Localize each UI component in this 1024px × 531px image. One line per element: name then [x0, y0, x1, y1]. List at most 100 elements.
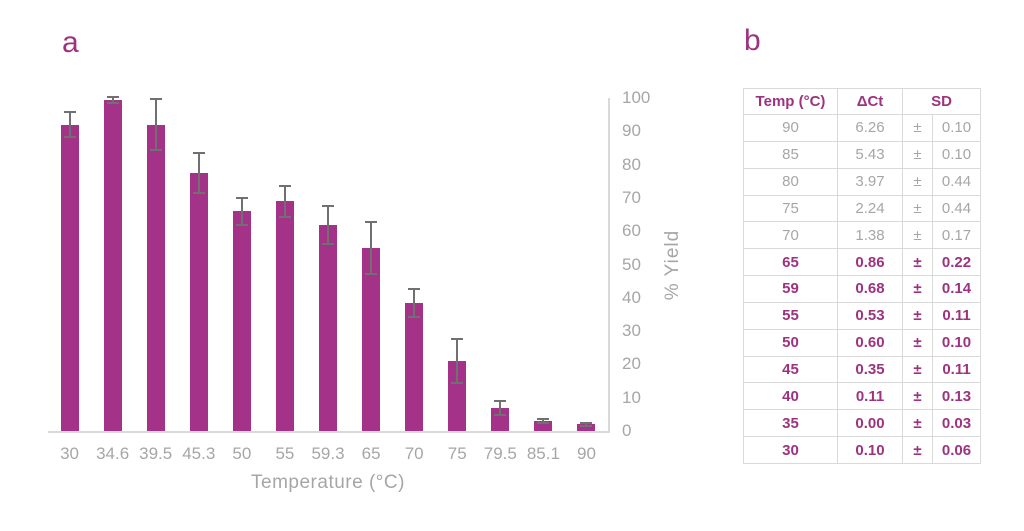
error-bar-39.5 [149, 98, 162, 152]
error-bar-cap-bot [451, 382, 464, 385]
error-bar-65 [365, 221, 378, 275]
error-bar-cap-bot [106, 101, 119, 104]
error-bar-55 [278, 184, 291, 218]
bar-slot-45.3 [177, 98, 220, 431]
temp-cell: 85 [743, 140, 838, 169]
y-axis-title-wrap: % Yield [660, 98, 686, 431]
x-tick-70: 70 [404, 444, 424, 463]
table-row-35: 35 0.00 ±0.03 [743, 409, 981, 438]
dct-cell: 0.53 [837, 301, 903, 330]
error-bar-stem [197, 151, 200, 194]
error-bar-stem [283, 184, 286, 218]
error-bar-cap-bot [192, 191, 205, 194]
error-bar-cap-bot [322, 242, 334, 245]
table-row-90: 90 6.26 ±0.10 [743, 114, 981, 142]
temp-cell: 75 [743, 194, 838, 223]
table-row-30: 30 0.10 ±0.06 [743, 436, 981, 464]
error-bar-stem [542, 417, 545, 425]
dct-cell: 0.60 [837, 328, 903, 357]
x-tick-39.5: 39.5 [139, 444, 173, 463]
temp-cell: 80 [743, 167, 838, 196]
y-tick-50: 50 [622, 254, 641, 274]
error-bar-cap-bot [408, 315, 421, 318]
table-row-55: 55 0.53 ±0.11 [743, 301, 981, 330]
temp-cell: 40 [743, 382, 838, 411]
pm-cell: ± [902, 221, 933, 250]
error-bar-cap-top [537, 417, 550, 420]
temp-cell: 50 [743, 328, 838, 357]
error-bar-79.5 [494, 399, 507, 416]
bar-90 [577, 424, 596, 431]
error-bar-stem [499, 399, 502, 416]
error-bar-cap-top [278, 184, 291, 187]
x-axis-title: Temperature (°C) [251, 472, 405, 493]
table-row-65: 65 0.86 ±0.22 [743, 248, 981, 277]
sd-cell: 0.17 [932, 221, 981, 250]
pm-cell: ± [902, 275, 933, 303]
y-tick-90: 90 [622, 121, 641, 141]
error-bar-cap-bot [580, 425, 593, 428]
bar-79.5 [491, 407, 510, 431]
sd-cell: 0.06 [932, 436, 981, 464]
bar-65 [362, 247, 381, 431]
bar-45.3 [189, 172, 208, 431]
x-tick-59.3: 59.3 [311, 444, 345, 463]
x-tick-50: 50 [232, 444, 252, 463]
dct-cell: 0.35 [837, 355, 903, 384]
table-row-50: 50 0.60 ±0.10 [743, 328, 981, 357]
pm-cell: ± [902, 355, 933, 384]
temp-cell: 70 [743, 221, 838, 250]
error-bar-45.3 [192, 151, 205, 194]
sd-cell: 0.11 [932, 355, 981, 384]
table-row-75: 75 2.24 ±0.44 [743, 194, 981, 223]
table-header-row: Temp (°C) ΔCt SD [743, 88, 981, 115]
bar-slot-85.1 [522, 98, 565, 431]
table-row-59: 59 0.68 ±0.14 [743, 275, 981, 303]
error-bar-cap-top [494, 399, 507, 402]
error-bar-90 [580, 421, 593, 428]
bar-slot-75 [436, 98, 479, 431]
header-dct: ΔCt [837, 88, 903, 115]
y-tick-0: 0 [622, 421, 632, 440]
dct-cell: 0.10 [837, 436, 903, 464]
error-bar-cap-top [63, 111, 76, 114]
panel-a-label: a [62, 26, 79, 59]
error-bar-85.1 [537, 417, 550, 425]
table-row-80: 80 3.97 ±0.44 [743, 167, 981, 196]
x-tick-85.1: 85.1 [526, 444, 560, 463]
error-bar-stem [154, 98, 157, 152]
temp-cell: 59 [743, 275, 838, 303]
error-bar-cap-top [322, 204, 334, 207]
pm-cell: ± [902, 301, 933, 330]
x-tick-65: 65 [361, 444, 381, 463]
bar-85.1 [534, 421, 553, 431]
dct-cell: 0.86 [837, 248, 903, 277]
pm-cell: ± [902, 194, 933, 223]
bar-slot-50 [220, 98, 263, 431]
x-tick-30: 30 [60, 444, 79, 463]
dct-cell: 1.38 [837, 221, 903, 250]
error-bar-cap-top [408, 287, 421, 290]
x-tick-55: 55 [275, 444, 295, 463]
error-bar-stem [456, 337, 459, 385]
error-bar-cap-top [580, 421, 593, 424]
error-bar-cap-bot [278, 215, 291, 218]
pm-cell: ± [902, 167, 933, 196]
dct-cell: 6.26 [837, 114, 903, 142]
error-bar-cap-bot [63, 135, 76, 138]
pm-cell: ± [902, 382, 933, 411]
error-bar-cap-top [451, 337, 464, 340]
bar-slot-65 [350, 98, 393, 431]
temp-cell: 90 [743, 114, 838, 142]
sd-cell: 0.11 [932, 301, 981, 330]
error-bar-cap-top [365, 221, 378, 224]
x-tick-45.3: 45.3 [182, 444, 216, 463]
error-bar-cap-bot [149, 149, 162, 152]
sd-cell: 0.03 [932, 409, 981, 438]
bar-slot-70 [393, 98, 436, 431]
error-bar-30 [63, 111, 76, 138]
error-bar-stem [585, 421, 588, 428]
y-axis-tick-labels: 0 10 20 30 40 50 60 70 80 90 100 [622, 89, 672, 440]
x-tick-75: 75 [447, 444, 467, 463]
bar-34.6 [103, 99, 122, 431]
